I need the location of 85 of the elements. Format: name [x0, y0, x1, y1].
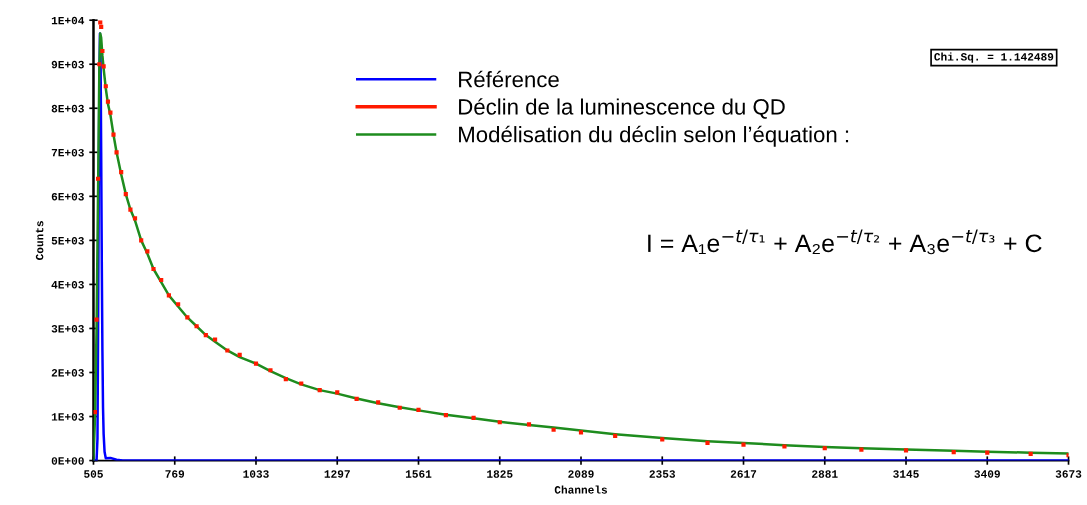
point — [100, 48, 105, 54]
x-tick-label: 3673 — [1055, 470, 1082, 478]
point — [203, 332, 208, 338]
point — [822, 446, 827, 451]
legend-label: Modélisation du déclin selon l’équation : — [459, 125, 849, 147]
point — [613, 433, 618, 438]
x-tick-label: 1825 — [487, 470, 513, 478]
point — [225, 348, 230, 353]
point — [212, 337, 218, 342]
point — [185, 315, 190, 320]
x-tick-label: 769 — [165, 470, 185, 478]
point — [114, 150, 119, 155]
point — [660, 437, 665, 442]
x-tick-label: 2353 — [649, 470, 676, 478]
x-tick-label: 505 — [84, 470, 103, 478]
y-tick-label: 4E+03 — [51, 281, 84, 289]
y-axis-title: Counts — [35, 221, 44, 260]
point — [705, 440, 710, 446]
y-tick-label: 5E+03 — [51, 236, 84, 245]
point — [96, 176, 101, 181]
x-tick-label: 2881 — [812, 470, 838, 478]
point — [578, 430, 584, 435]
point — [237, 352, 242, 357]
annotation: I = A₁e$^{−t/τ₁}$ + A₂e$^{−t/τ₂}$ + A₃e$^{−t/τ₃}$ + C — [648, 229, 1042, 255]
x-tick-label: 1561 — [405, 470, 432, 478]
point — [99, 24, 104, 29]
point — [551, 427, 556, 432]
y-tick-label: 1E+04 — [51, 16, 85, 25]
x-tick-label: 2617 — [730, 470, 757, 478]
point — [123, 192, 128, 197]
point — [268, 368, 273, 373]
point — [97, 62, 102, 67]
point — [335, 390, 340, 395]
point — [397, 405, 402, 410]
x-tick-label: 1033 — [243, 470, 269, 478]
point — [139, 238, 144, 243]
point — [741, 442, 746, 447]
point — [1028, 451, 1033, 457]
point — [985, 450, 990, 455]
point — [354, 396, 359, 401]
point — [376, 400, 381, 405]
point — [283, 377, 288, 382]
point — [105, 99, 111, 104]
point — [108, 110, 113, 115]
y-tick-label: 1E+03 — [51, 413, 84, 421]
legend-label: Référence — [459, 70, 559, 88]
annotation: Chi.Sq. = 1.142489 — [934, 52, 1054, 63]
point — [416, 407, 421, 412]
point — [471, 415, 476, 420]
point — [497, 420, 502, 425]
y-tick-label: 7E+03 — [51, 148, 84, 157]
point — [951, 450, 956, 455]
point — [101, 64, 106, 69]
x-tick-label: 2089 — [568, 470, 594, 478]
point — [859, 447, 864, 452]
point — [903, 448, 909, 453]
y-tick-label: 0E+00 — [51, 457, 84, 465]
point — [128, 207, 133, 212]
point — [103, 84, 108, 89]
point — [94, 317, 99, 322]
point — [526, 422, 532, 427]
point — [119, 170, 124, 175]
point — [166, 293, 171, 298]
x-tick-label: 3409 — [974, 470, 1000, 478]
x-tick-label: 1297 — [324, 470, 350, 478]
point — [299, 381, 304, 386]
point — [176, 302, 181, 307]
point — [159, 277, 164, 283]
point — [317, 388, 322, 393]
point — [111, 132, 116, 137]
y-tick-label: 3E+03 — [51, 325, 84, 333]
y-tick-label: 2E+03 — [51, 369, 84, 377]
x-axis-title: Channels — [554, 485, 607, 494]
y-tick-label: 6E+03 — [51, 192, 84, 201]
point — [443, 413, 448, 418]
y-tick-label: 8E+03 — [51, 104, 84, 113]
legend-label: Déclin de la luminescence du QD — [459, 98, 785, 119]
point — [151, 266, 156, 272]
point — [194, 324, 199, 329]
y-tick-label: 9E+03 — [51, 60, 84, 69]
x-tick-label: 3145 — [893, 470, 919, 478]
point — [132, 216, 138, 221]
point — [253, 361, 259, 366]
point — [145, 249, 150, 254]
point — [782, 444, 787, 449]
